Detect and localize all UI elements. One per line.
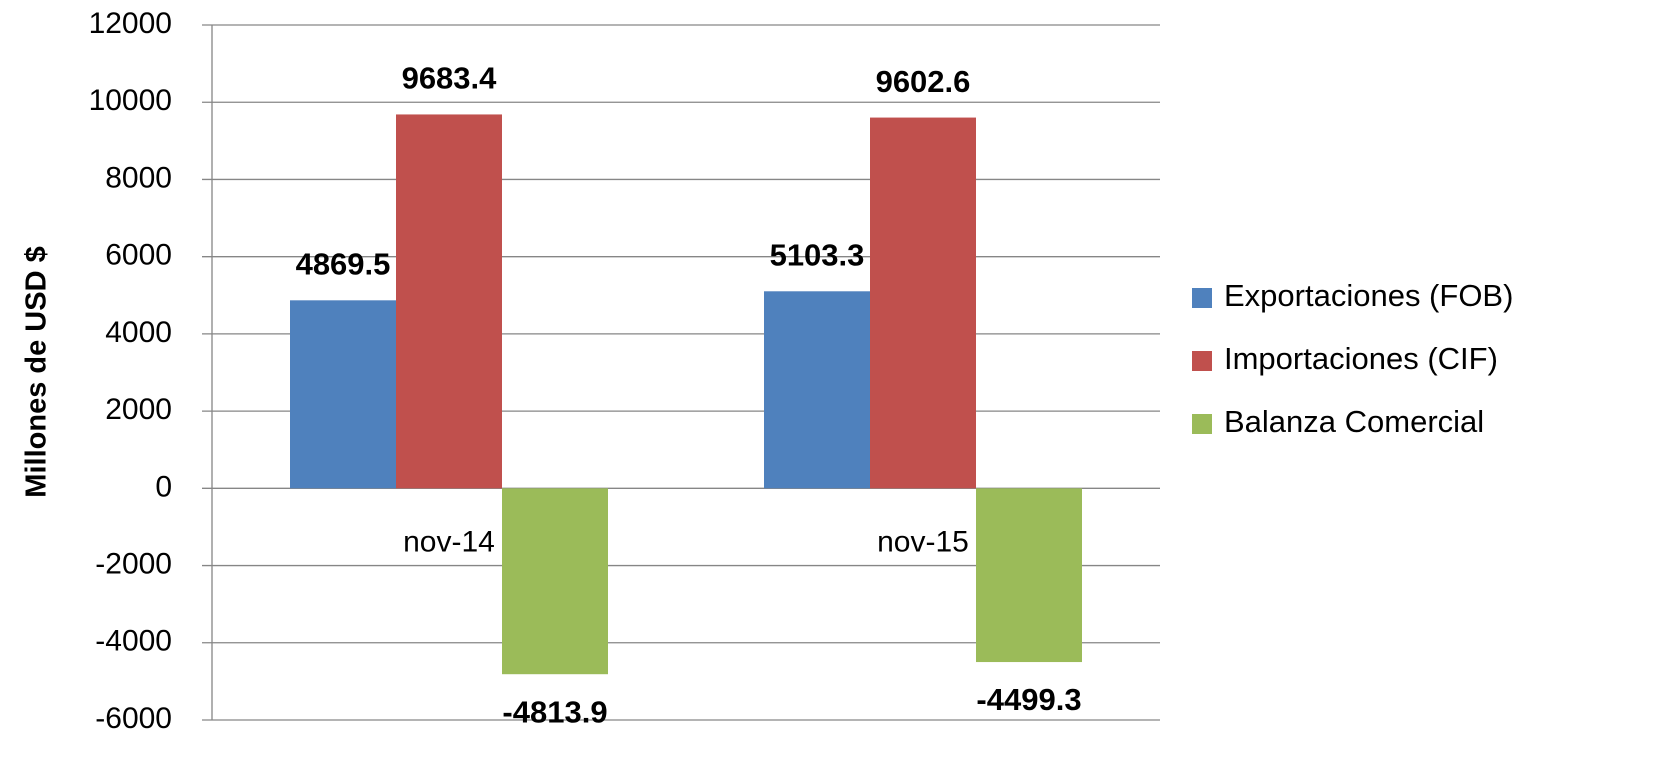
- y-tick-label: 2000: [105, 393, 172, 426]
- y-tick-label: 6000: [105, 239, 172, 272]
- bar: [870, 117, 976, 489]
- legend-swatch: [1192, 351, 1212, 371]
- bar: [976, 488, 1082, 663]
- y-tick-label: 12000: [89, 7, 172, 40]
- x-tick-label: nov-15: [877, 525, 969, 558]
- y-tick-label: 10000: [89, 84, 172, 117]
- legend-swatch: [1192, 414, 1212, 434]
- legend-label: Importaciones (CIF): [1224, 341, 1498, 376]
- data-label: 9683.4: [402, 61, 498, 96]
- y-axis-title: Millones de USD $: [21, 246, 53, 497]
- y-tick-label: 8000: [105, 161, 172, 194]
- data-label: 9602.6: [876, 64, 971, 99]
- y-tick-label: -2000: [95, 547, 172, 580]
- bar: [290, 300, 396, 489]
- y-tick-label: 4000: [105, 316, 172, 349]
- legend-swatch: [1192, 288, 1212, 308]
- legend-label: Balanza Comercial: [1224, 404, 1484, 439]
- bar: [764, 291, 870, 489]
- data-label: -4813.9: [502, 694, 607, 729]
- bar: [502, 488, 608, 675]
- data-label: -4499.3: [976, 682, 1081, 717]
- x-tick-label: nov-14: [403, 525, 495, 558]
- y-tick-label: -6000: [95, 702, 172, 735]
- bar: [396, 114, 502, 489]
- y-tick-label: -4000: [95, 625, 172, 658]
- data-label: 5103.3: [770, 237, 865, 272]
- y-tick-label: 0: [155, 470, 172, 503]
- legend-label: Exportaciones (FOB): [1224, 278, 1513, 313]
- data-label: 4869.5: [296, 247, 391, 282]
